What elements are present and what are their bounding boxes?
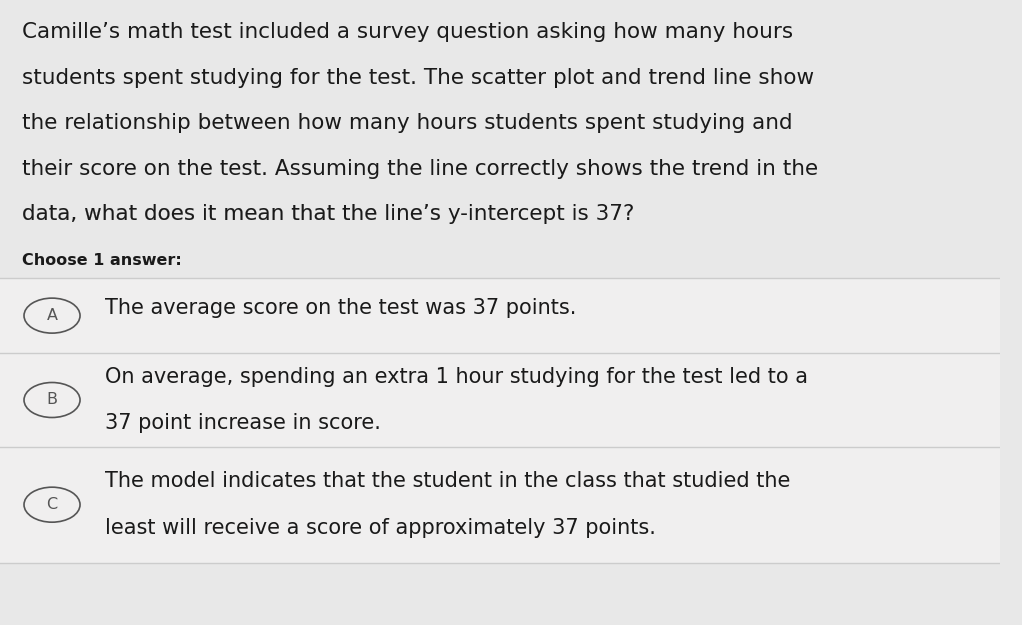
Text: A: A [47, 308, 57, 323]
Text: Camille’s math test included a survey question asking how many hours: Camille’s math test included a survey qu… [22, 22, 793, 42]
Text: Choose 1 answer:: Choose 1 answer: [22, 253, 182, 268]
Text: The average score on the test was 37 points.: The average score on the test was 37 poi… [105, 298, 576, 318]
FancyBboxPatch shape [0, 447, 1001, 562]
Text: 37 point increase in score.: 37 point increase in score. [105, 414, 381, 434]
Text: C: C [46, 498, 57, 512]
Text: the relationship between how many hours students spent studying and: the relationship between how many hours … [22, 113, 793, 133]
Text: students spent studying for the test. The scatter plot and trend line show: students spent studying for the test. Th… [22, 68, 815, 88]
Text: data, what does it mean that the line’s: data, what does it mean that the line’s [22, 204, 448, 224]
Text: On average, spending an extra 1 hour studying for the test led to a: On average, spending an extra 1 hour stu… [105, 366, 808, 386]
Text: B: B [47, 392, 57, 408]
FancyBboxPatch shape [0, 278, 1001, 353]
Text: their score on the test. Assuming the line correctly shows the trend in the: their score on the test. Assuming the li… [22, 159, 819, 179]
FancyBboxPatch shape [0, 353, 1001, 447]
Text: data, what does it mean that the line’s  is 37?: data, what does it mean that the line’s … [22, 204, 517, 224]
Text: least will receive a score of approximately 37 points.: least will receive a score of approximat… [105, 518, 656, 538]
Text: data, what does it mean that the line’s ’s: data, what does it mean that the line’s … [22, 204, 473, 224]
Text: The model indicates that the student in the class that studied the: The model indicates that the student in … [105, 471, 790, 491]
Text: data, what does it mean that the line’s y-intercept is 37?: data, what does it mean that the line’s … [22, 204, 635, 224]
